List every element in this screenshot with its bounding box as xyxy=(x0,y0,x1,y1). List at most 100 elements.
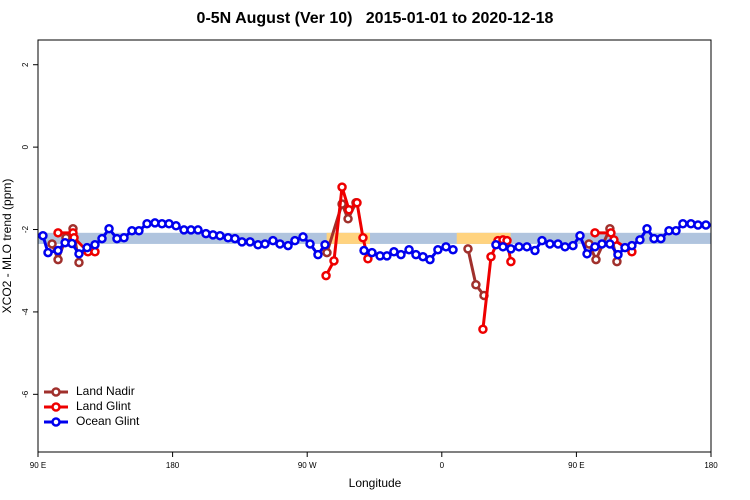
y-tick-label: -4 xyxy=(21,308,30,316)
point xyxy=(38,230,48,241)
point xyxy=(613,249,623,260)
point xyxy=(425,254,435,265)
point xyxy=(358,233,368,243)
point xyxy=(237,237,247,247)
y-tick-label: -2 xyxy=(21,225,30,233)
point xyxy=(671,226,681,236)
point xyxy=(268,235,278,246)
point xyxy=(627,240,637,251)
x-tick-label: 90 E xyxy=(568,461,584,470)
point xyxy=(545,239,555,249)
point xyxy=(591,254,601,265)
point xyxy=(560,242,570,252)
point xyxy=(530,245,540,256)
point xyxy=(382,251,392,261)
point xyxy=(97,233,107,244)
point xyxy=(53,254,63,265)
point xyxy=(74,257,84,268)
y-tick-label: 2 xyxy=(21,62,30,67)
legend-marker xyxy=(51,402,61,412)
point xyxy=(635,235,645,245)
point xyxy=(343,214,353,224)
point xyxy=(82,242,92,253)
point xyxy=(275,239,285,249)
x-tick-label: 180 xyxy=(166,461,180,470)
point xyxy=(90,240,100,250)
band xyxy=(38,232,711,244)
point xyxy=(193,225,203,235)
point xyxy=(283,240,293,251)
point xyxy=(290,235,300,246)
point xyxy=(404,244,414,255)
point xyxy=(693,220,703,230)
point xyxy=(582,249,592,259)
point xyxy=(322,247,332,258)
point xyxy=(321,270,331,281)
legend-label: Ocean Glint xyxy=(76,414,140,428)
point xyxy=(171,221,181,231)
band xyxy=(326,232,371,244)
point xyxy=(53,228,63,238)
point xyxy=(367,247,377,258)
point xyxy=(568,240,578,251)
point xyxy=(514,242,524,252)
point xyxy=(352,197,362,208)
y-tick-label: -6 xyxy=(21,390,30,398)
legend-marker xyxy=(51,417,61,427)
point xyxy=(47,239,57,249)
band xyxy=(456,232,511,244)
point xyxy=(260,239,270,249)
point xyxy=(701,220,711,230)
point xyxy=(43,247,53,258)
legend-label: Land Nadir xyxy=(76,384,135,398)
point xyxy=(506,244,516,254)
point xyxy=(502,235,512,246)
point xyxy=(363,254,373,264)
point xyxy=(498,242,508,252)
point xyxy=(53,245,63,256)
y-tick-label: 0 xyxy=(21,144,30,149)
point xyxy=(506,256,516,267)
point xyxy=(575,230,585,241)
point xyxy=(478,324,488,334)
point xyxy=(522,242,532,252)
point xyxy=(230,233,240,244)
point xyxy=(597,239,607,249)
point xyxy=(486,251,496,262)
point xyxy=(642,223,652,234)
legend-label: Land Glint xyxy=(76,399,131,413)
point xyxy=(298,232,308,242)
x-axis-label: Longitude xyxy=(349,476,402,490)
point xyxy=(463,244,473,254)
point xyxy=(448,244,458,255)
x-tick-label: 90 E xyxy=(30,461,46,470)
point xyxy=(605,239,615,249)
point xyxy=(67,238,77,249)
point xyxy=(305,239,315,249)
point xyxy=(433,244,443,255)
point xyxy=(656,233,666,244)
point xyxy=(134,226,144,236)
point xyxy=(396,249,406,260)
point xyxy=(471,279,481,290)
x-tick-label: 180 xyxy=(704,461,718,470)
point xyxy=(119,233,129,243)
point xyxy=(245,237,255,247)
legend-marker xyxy=(51,387,61,397)
point xyxy=(537,235,547,246)
point xyxy=(142,219,152,229)
point xyxy=(104,223,114,234)
plot-frame xyxy=(37,39,712,453)
point xyxy=(313,249,323,260)
point xyxy=(337,182,347,192)
y-axis-label: XCO2 - MLO trend (ppm) xyxy=(0,179,14,314)
point xyxy=(215,230,225,241)
x-tick-label: 0 xyxy=(440,461,445,470)
point xyxy=(359,245,369,256)
chart-title: 0-5N August (Ver 10) 2015-01-01 to 2020-… xyxy=(197,10,554,27)
x-tick-label: 90 W xyxy=(298,461,317,470)
point xyxy=(74,249,84,259)
point xyxy=(590,228,600,238)
point xyxy=(344,204,354,215)
